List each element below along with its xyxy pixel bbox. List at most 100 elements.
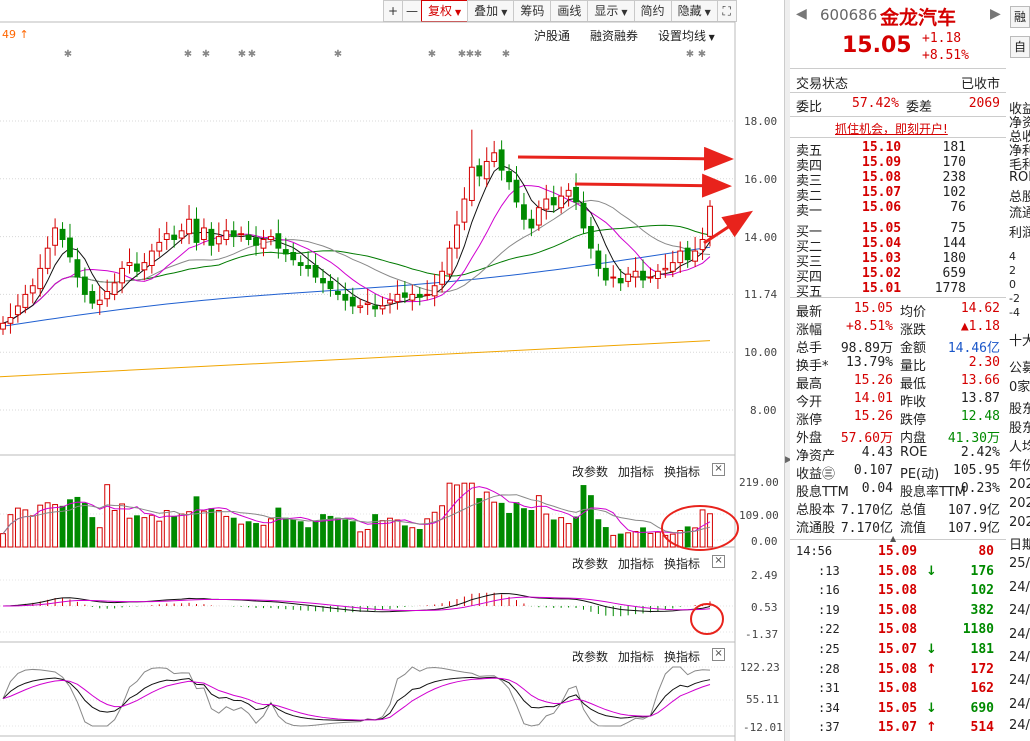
ask-row[interactable]: 卖五 15.10 181 <box>790 140 1006 159</box>
volume-bar <box>111 509 118 548</box>
chevron-down-icon: ▼ <box>706 33 715 42</box>
kdj-line <box>2 666 711 727</box>
stat-value: 12.48 <box>960 409 1000 424</box>
candle-body <box>44 247 51 269</box>
tick-price: 15.08 <box>878 661 918 677</box>
ask-row[interactable]: 卖四 15.09 170 <box>790 155 1006 174</box>
chevron-up-icon[interactable]: ▲ <box>890 534 897 543</box>
switch-indicator-link[interactable]: 换指标 <box>664 650 701 664</box>
add-indicator-link[interactable]: 加指标 <box>618 557 655 571</box>
f10-item: 人均 <box>1009 440 1030 455</box>
ma-settings-link[interactable]: 设置均线 ▼ <box>658 27 715 44</box>
stat-row: 收益㊂ 0.107 PE(动) 105.95 <box>790 463 1006 482</box>
ask-row[interactable]: 卖三 15.08 238 <box>790 170 1006 189</box>
candle-body <box>573 186 579 203</box>
candle-body <box>334 291 341 295</box>
f10-item: 2 <box>1009 264 1016 277</box>
overlay-dropdown[interactable]: 叠加 ▼ <box>467 0 515 22</box>
open-account-link[interactable]: 抓住机会，即刻开户! <box>835 122 948 136</box>
candle-body <box>684 247 691 261</box>
stat-label: ROE <box>900 445 928 460</box>
f10-item: 24/ <box>1009 603 1030 618</box>
add-indicator-link[interactable]: 加指标 <box>618 465 655 479</box>
volume-bar <box>305 527 312 548</box>
watchlist-button[interactable]: 自 <box>1010 36 1030 58</box>
tick-price: 15.05 <box>878 700 918 716</box>
tick-direction-icon: ↓ <box>926 563 937 579</box>
collapse-arrow-icon[interactable]: ▶ <box>785 455 792 465</box>
f10-item: 24/ <box>1009 580 1030 595</box>
bid-row[interactable]: 买二 15.04 144 <box>790 236 1006 255</box>
volume-bar <box>707 513 713 548</box>
candle-body <box>364 302 371 306</box>
switch-indicator-link[interactable]: 换指标 <box>664 557 701 571</box>
close-icon[interactable]: × <box>712 555 726 568</box>
bid-row[interactable]: 买四 15.02 659 <box>790 266 1006 285</box>
candle-body <box>521 204 527 220</box>
tick-volume: 382 <box>970 602 994 618</box>
chevron-down-icon: ▼ <box>455 8 462 17</box>
volume-bar <box>52 504 59 548</box>
volume-bar <box>394 519 401 548</box>
candle-body <box>647 276 654 279</box>
f10-item: ROE <box>1009 170 1030 185</box>
ma-line <box>2 246 711 327</box>
volume-bar <box>334 517 341 548</box>
ask-row[interactable]: 卖一 15.06 76 <box>790 200 1006 219</box>
volume-bar <box>59 505 66 548</box>
margin-trading-link[interactable]: 融资融券 <box>590 29 639 43</box>
ask-row[interactable]: 卖二 15.07 102 <box>790 185 1006 204</box>
candle-body <box>506 171 512 183</box>
bid-row[interactable]: 买三 15.03 180 <box>790 251 1006 270</box>
chart-area[interactable]: + — 复权 ▼ 叠加 ▼ 筹码 画线 显示 ▼ 简约 隐藏 ▼ ⛶ 49 ↑ 沪股通 … <box>0 0 784 741</box>
stat-label: 外盘 <box>796 431 823 446</box>
draw-line-button[interactable]: 画线 <box>550 0 589 22</box>
candlestick-chart[interactable]: ✱ ✱ ✱ ✱ ✱ ✱ ✱ ✱ ✱ ✱ ✱ ✱ ✱ <box>0 0 784 741</box>
candle-body <box>349 296 356 307</box>
volume-bar <box>186 511 192 548</box>
panel-splitter[interactable]: ▶ <box>784 0 792 741</box>
ask-price: 15.06 <box>862 200 902 215</box>
tick-price: 15.08 <box>878 563 918 579</box>
switch-indicator-link[interactable]: 换指标 <box>664 465 701 479</box>
ask-label: 卖一 <box>796 204 823 219</box>
params-link[interactable]: 改参数 <box>572 650 609 664</box>
params-link[interactable]: 改参数 <box>572 465 609 479</box>
close-icon[interactable]: × <box>712 463 726 476</box>
candle-body <box>238 233 245 236</box>
tick-time: :19 <box>818 602 840 617</box>
stat-value: 15.26 <box>853 373 893 388</box>
volume-bar <box>37 504 44 548</box>
weicha-value: 2069 <box>968 96 1000 111</box>
volume-bar <box>692 527 699 548</box>
params-link[interactable]: 改参数 <box>572 557 609 571</box>
stat-value: 15.05 <box>853 301 893 316</box>
candle-body <box>245 234 252 240</box>
next-stock-icon[interactable]: ▶ <box>990 6 1001 22</box>
tick-price: 15.08 <box>878 602 918 618</box>
tick-time: :16 <box>818 583 840 598</box>
bid-row[interactable]: 买五 15.01 1778 <box>790 281 1006 300</box>
f10-item: -4 <box>1009 306 1020 319</box>
prev-stock-icon[interactable]: ◀ <box>796 6 807 22</box>
close-icon[interactable]: × <box>712 648 726 661</box>
candle-body <box>409 293 416 301</box>
volume-bar <box>178 513 185 548</box>
ask-label: 卖五 <box>796 144 823 159</box>
candle-body <box>297 262 304 266</box>
status-value: 已收市 <box>960 77 1000 92</box>
volume-bar <box>148 514 155 548</box>
stat-value: 13.87 <box>960 391 1000 406</box>
stat-value: ▲1.18 <box>960 319 1000 334</box>
f10-item: 0 <box>1009 278 1016 291</box>
volume-bar <box>565 523 572 548</box>
margin-button[interactable]: 融 <box>1010 6 1030 28</box>
add-indicator-link[interactable]: 加指标 <box>618 650 655 664</box>
volume-bar <box>342 519 349 548</box>
shanghai-connect-link[interactable]: 沪股通 <box>534 29 571 43</box>
hide-dropdown[interactable]: 隐藏 ▼ <box>670 0 718 22</box>
bid-row[interactable]: 买一 15.05 75 <box>790 221 1006 240</box>
volume-bar <box>44 502 51 548</box>
volume-bar <box>74 496 81 548</box>
stat-label: 股息TTM <box>796 485 849 500</box>
